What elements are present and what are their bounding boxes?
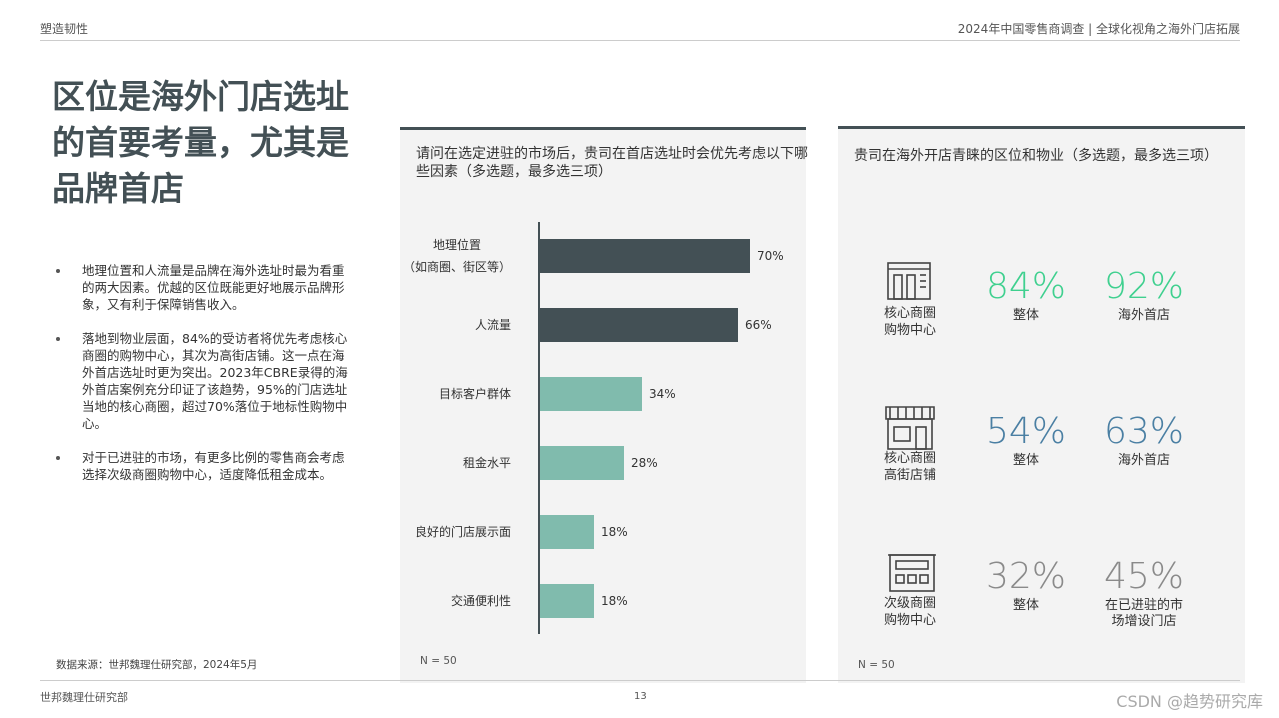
category-label: 人流量 (474, 318, 511, 332)
icons (885, 262, 936, 592)
stat-label: 海外首店 (1117, 308, 1170, 323)
mall-icon (887, 262, 931, 300)
header-left: 塑造韧性 (40, 22, 89, 36)
source: 数据来源：世邦魏理仕研究部，2024年5月 (56, 659, 258, 671)
stat-value: 63% (1103, 411, 1184, 452)
stat-label: 整体 (1012, 308, 1039, 323)
stat-value: 45% (1103, 556, 1184, 597)
stat-value: 32% (985, 556, 1066, 597)
value-label: 34% (649, 387, 676, 401)
category-label: 租金水平 (462, 456, 511, 470)
value-label: 18% (601, 525, 628, 539)
header-rule (40, 40, 1240, 41)
value-label: 28% (631, 456, 658, 470)
value-label: 18% (601, 594, 628, 608)
bar (540, 377, 642, 411)
footer-left: 世邦魏理仕研究部 (40, 691, 128, 704)
bullet-dot (56, 456, 60, 460)
stat-value: 84% (985, 266, 1066, 307)
bullet-dot (56, 337, 60, 341)
secondary-mall-icon (888, 554, 936, 592)
bullet-item: 落地到物业层面，84%的受访者将优先考虑核心商圈的购物中心，其次为高街店铺。这一… (56, 330, 356, 432)
title-line: 区位是海外门店选址 (52, 77, 349, 116)
bullet-text: 对于已进驻的市场，有更多比例的零售商会考虑选择次级商圈购物中心，适度降低租金成本… (82, 450, 345, 482)
header-right: 2024年中国零售商调查 | 全球化视角之海外门店拓展 (957, 22, 1240, 36)
bullet-text: 地理位置和人流量是品牌在海外选址时最为看重的两大因素。优越的区位既能更好地展示品… (82, 263, 345, 312)
stats-footnote: N = 50 (858, 659, 895, 671)
bar (540, 239, 750, 273)
bar (540, 446, 624, 480)
stat-label: 海外首店 (1117, 453, 1170, 468)
bullet-item: 对于已进驻的市场，有更多比例的零售商会考虑选择次级商圈购物中心，适度降低租金成本… (56, 449, 356, 483)
stat-label: 在已进驻的市 场增设门店 (1104, 598, 1183, 629)
street-shop-icon (885, 406, 935, 450)
value-label: 70% (757, 249, 784, 263)
bar (540, 584, 594, 618)
bar (540, 308, 738, 342)
bullets: 地理位置和人流量是品牌在海外选址时最为看重的两大因素。优越的区位既能更好地展示品… (56, 262, 356, 500)
title-line: 的首要考量，尤其是 (52, 123, 349, 162)
category-label: 交通便利性 (450, 594, 511, 608)
chart-footnote: N = 50 (420, 655, 457, 667)
category-label: 地理位置 （如商圈、街区等） (402, 238, 511, 274)
bullet-dot (56, 269, 60, 273)
stat-label: 整体 (1012, 453, 1039, 468)
stat-value: 54% (985, 411, 1066, 452)
page-number: 13 (634, 691, 647, 702)
bullet-text: 落地到物业层面，84%的受访者将优先考虑核心商圈的购物中心，其次为高街店铺。这一… (82, 331, 348, 431)
watermark: CSDN @趋势研究库 (1116, 692, 1263, 711)
bullet-item: 地理位置和人流量是品牌在海外选址时最为看重的两大因素。优越的区位既能更好地展示品… (56, 262, 356, 313)
stats-panel (838, 126, 1245, 683)
row-label: 核心商圈 购物中心 (883, 306, 936, 338)
stat-value: 92% (1103, 266, 1184, 307)
category-label: 良好的门店展示面 (414, 525, 511, 539)
title-line: 品牌首店 (52, 169, 184, 208)
row-label: 核心商圈 高街店铺 (883, 451, 936, 483)
row-label: 次级商圈 购物中心 (883, 596, 936, 628)
title: 区位是海外门店选址 的首要考量，尤其是 品牌首店 (52, 74, 349, 212)
category-label: 目标客户群体 (438, 387, 511, 401)
bar (540, 515, 594, 549)
stat-label: 整体 (1012, 598, 1039, 613)
axis-line (538, 222, 540, 634)
chart-title: 请问在选定进驻的市场后，贵司在首店选址时会优先考虑以下哪些因素（多选题，最多选三… (416, 146, 808, 180)
footer-rule (40, 680, 1240, 681)
stats-title: 贵司在海外开店青睐的区位和物业（多选题，最多选三项） (854, 148, 1218, 164)
value-label: 66% (745, 318, 772, 332)
